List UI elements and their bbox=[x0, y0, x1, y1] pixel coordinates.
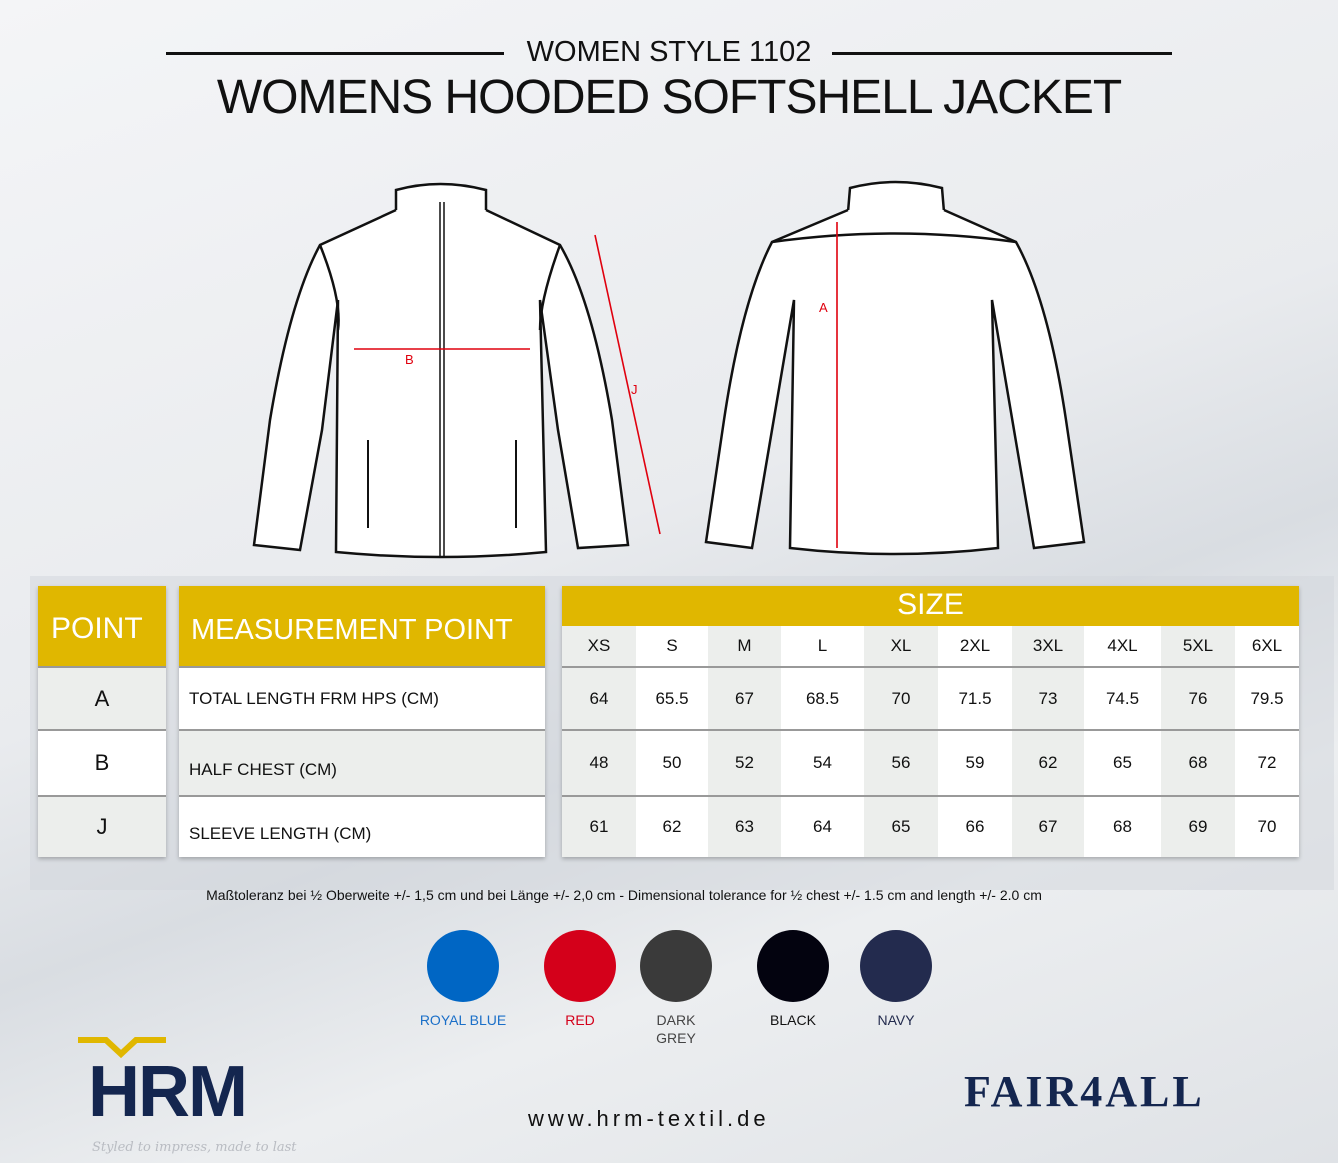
color-swatch[interactable] bbox=[427, 930, 499, 1002]
table-cell: 65 bbox=[1113, 753, 1132, 772]
label-b: B bbox=[405, 352, 414, 367]
size-label: 5XL bbox=[1182, 636, 1214, 655]
table-cell: 70 bbox=[891, 688, 911, 708]
color-swatch[interactable] bbox=[640, 930, 712, 1002]
size-label: 2XL bbox=[959, 636, 991, 655]
size-label: 3XL bbox=[1032, 636, 1064, 655]
title-rule-left bbox=[166, 52, 504, 55]
size-column-shade bbox=[562, 626, 636, 857]
row-divider bbox=[562, 795, 1299, 797]
table-cell: 68 bbox=[1188, 753, 1208, 772]
table-cell: 68.5 bbox=[805, 688, 840, 708]
table-cell: 50 bbox=[662, 753, 682, 772]
row-divider bbox=[38, 729, 166, 731]
size-column-shade bbox=[938, 626, 1012, 857]
color-name: RED bbox=[565, 1012, 595, 1028]
measurement-arrows bbox=[354, 222, 838, 548]
point-code: J bbox=[38, 797, 166, 857]
color-name: ROYAL BLUE bbox=[419, 1012, 507, 1028]
row-divider bbox=[179, 729, 545, 731]
table-cell: 65.5 bbox=[655, 688, 689, 708]
table-cell: 76 bbox=[1188, 688, 1208, 708]
measurement-column: MEASUREMENT POINT TOTAL LENGTH FRM HPS (… bbox=[179, 586, 545, 857]
row-divider bbox=[179, 666, 545, 668]
color-swatch[interactable] bbox=[860, 930, 932, 1002]
row-divider bbox=[562, 729, 1299, 731]
size-column-shade bbox=[708, 626, 781, 857]
size-label: L bbox=[817, 636, 828, 655]
table-cell: 59 bbox=[965, 753, 985, 772]
measurement-label: SLEEVE LENGTH (CM) bbox=[179, 797, 545, 857]
row-divider bbox=[562, 666, 1299, 668]
color-swatch[interactable] bbox=[757, 930, 829, 1002]
table-cell: 67 bbox=[735, 688, 754, 708]
website-link[interactable]: www.hrm-textil.de bbox=[528, 1106, 770, 1131]
table-cell: 64 bbox=[589, 688, 609, 708]
size-label: M bbox=[737, 636, 752, 655]
row-divider bbox=[38, 666, 166, 668]
color-name: NAVY bbox=[877, 1012, 915, 1028]
table-cell: 54 bbox=[813, 753, 832, 772]
table-cell: 73 bbox=[1038, 688, 1058, 708]
measurement-header: MEASUREMENT POINT bbox=[179, 586, 545, 666]
table-cell: 68 bbox=[1113, 817, 1132, 836]
table-cell: 70 bbox=[1257, 817, 1277, 836]
color-name: DARK GREY bbox=[656, 1012, 696, 1046]
page-title: WOMENS HOODED SOFTSHELL JACKET bbox=[216, 71, 1122, 124]
size-column-shade bbox=[636, 626, 708, 857]
table-cell: 62 bbox=[1038, 753, 1058, 772]
size-column-shade bbox=[1012, 626, 1084, 857]
color-name: BLACK bbox=[770, 1012, 816, 1028]
table-cell: 63 bbox=[735, 817, 754, 836]
row-divider bbox=[38, 795, 166, 797]
svg-text:HRM: HRM bbox=[88, 1052, 246, 1132]
table-cell: 74.5 bbox=[1105, 688, 1140, 708]
table-cell: 52 bbox=[735, 753, 754, 772]
title-rule-right bbox=[832, 52, 1172, 55]
table-cell: 66 bbox=[965, 817, 985, 836]
table-cell: 69 bbox=[1188, 817, 1208, 836]
label-a: A bbox=[819, 300, 828, 315]
size-label: 4XL bbox=[1107, 636, 1138, 655]
size-column-shade bbox=[781, 626, 864, 857]
size-label: XL bbox=[890, 636, 912, 655]
hrm-tagline: Styled to impress, made to last bbox=[92, 1140, 297, 1155]
jacket-back bbox=[704, 180, 1086, 556]
jacket-front bbox=[252, 182, 630, 559]
table-cell: 65 bbox=[891, 817, 911, 836]
point-code: B bbox=[38, 731, 166, 795]
size-column-shade bbox=[864, 626, 938, 857]
point-header: POINT bbox=[38, 586, 166, 666]
table-cell: 71.5 bbox=[958, 688, 992, 708]
table-cell: 79.5 bbox=[1250, 688, 1284, 708]
hrm-logo: HRM bbox=[78, 1037, 248, 1132]
table-cell: 56 bbox=[891, 753, 911, 772]
table-cell: 64 bbox=[813, 817, 832, 836]
jacket-diagram bbox=[252, 180, 1086, 559]
tolerance-note: Maßtoleranz bei ½ Oberweite +/- 1,5 cm u… bbox=[206, 887, 1042, 903]
table-cell: 67 bbox=[1038, 817, 1058, 836]
size-column-shade bbox=[1084, 626, 1161, 857]
measurement-label: TOTAL LENGTH FRM HPS (CM) bbox=[179, 668, 545, 729]
size-label: S bbox=[666, 636, 678, 655]
size-label: 6XL bbox=[1251, 636, 1283, 655]
size-header: SIZE bbox=[562, 586, 1299, 626]
size-table: SIZE XS S M L XL 2XL 3XL 4XL 5XL 6XL 64 65.5 67 68.5 7… bbox=[562, 586, 1299, 857]
color-swatch[interactable] bbox=[544, 930, 616, 1002]
size-column-shade bbox=[1235, 626, 1299, 857]
label-j: J bbox=[631, 382, 638, 397]
table-cell: 61 bbox=[589, 817, 609, 836]
size-column-shade bbox=[1161, 626, 1235, 857]
table-cell: 72 bbox=[1257, 753, 1277, 772]
style-number: WOMEN STYLE 1102 bbox=[526, 36, 812, 68]
table-cell: 62 bbox=[662, 817, 682, 836]
fair4all-logo: FAIR4ALL bbox=[964, 1067, 1205, 1116]
row-divider bbox=[179, 795, 545, 797]
table-cell: 48 bbox=[589, 753, 609, 772]
size-label: XS bbox=[587, 636, 611, 655]
point-code: A bbox=[38, 668, 166, 729]
measurement-label: HALF CHEST (CM) bbox=[179, 731, 545, 795]
